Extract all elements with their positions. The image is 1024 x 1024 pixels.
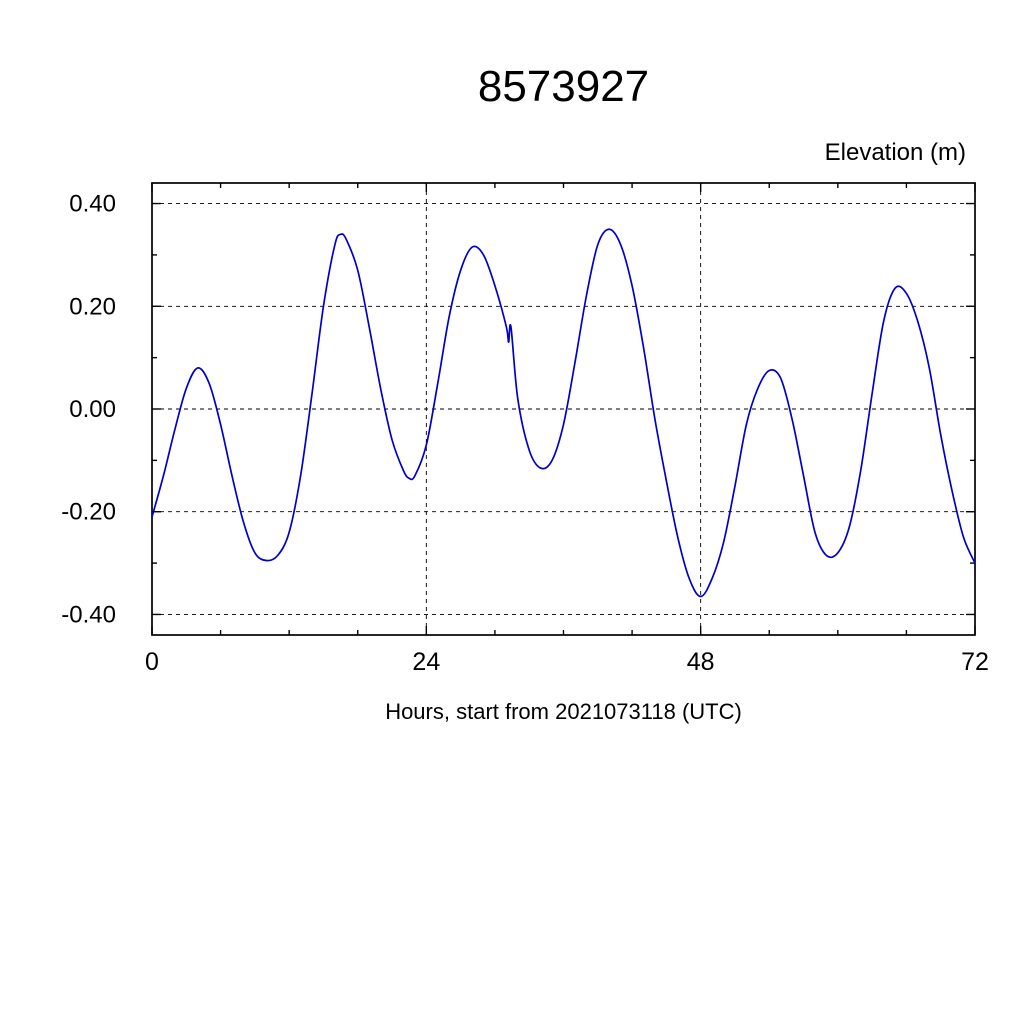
- y-tick-label: 0.20: [69, 293, 116, 320]
- y-axis-label: Elevation (m): [824, 139, 966, 166]
- y-tick-label: 0.00: [69, 396, 116, 423]
- x-tick-label: 0: [145, 648, 159, 676]
- y-tick-label: -0.20: [61, 499, 116, 526]
- x-tick-label: 24: [412, 648, 440, 676]
- x-tick-label: 72: [961, 648, 989, 676]
- y-tick-label: -0.40: [61, 601, 116, 628]
- elevation-series-line: [151, 228, 976, 598]
- y-tick-label: 0.40: [69, 191, 116, 218]
- plot-frame: [151, 182, 976, 636]
- chart-title: 8573927: [477, 62, 650, 111]
- x-tick-label: 48: [687, 648, 715, 676]
- x-axis-label: Hours, start from 2021073118 (UTC): [385, 699, 742, 724]
